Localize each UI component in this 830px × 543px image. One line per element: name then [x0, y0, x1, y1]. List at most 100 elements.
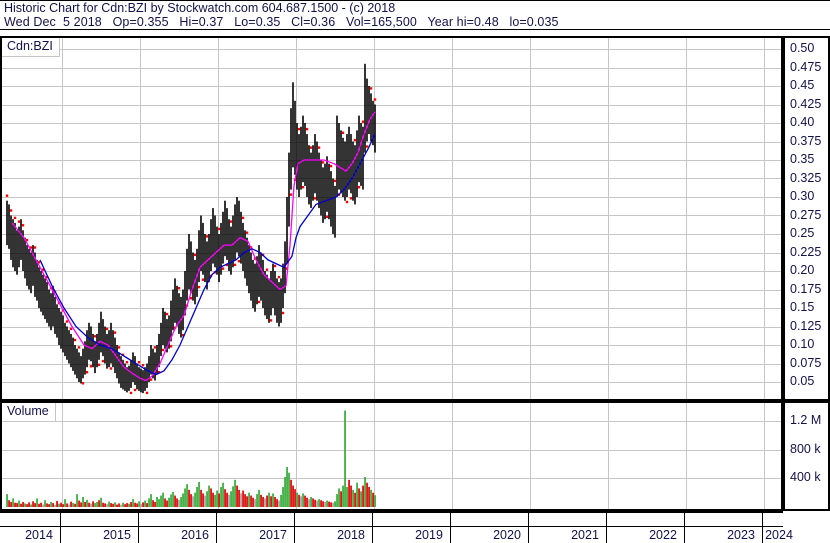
sar-dot: [165, 312, 169, 316]
volume-bar: [116, 504, 118, 507]
sar-dot: [153, 346, 157, 349]
volume-bar: [124, 504, 126, 507]
volume-bar: [304, 495, 306, 507]
sar-dot: [297, 127, 301, 131]
volume-bar: [48, 504, 50, 507]
volume-bar: [82, 497, 84, 507]
volume-bar: [274, 497, 276, 507]
price-axis-tick-label: 0.50: [790, 41, 815, 55]
sar-dot: [329, 164, 333, 168]
ma-slow-line: [39, 133, 376, 376]
x-axis-year-label: 2023: [727, 528, 755, 542]
volume-bar: [102, 502, 104, 507]
volume-bar: [88, 502, 90, 507]
x-axis-tick: [684, 513, 685, 543]
volume-bar: [296, 492, 298, 507]
sar-dot: [225, 263, 229, 267]
sar-dot: [373, 98, 377, 101]
volume-bar: [200, 489, 202, 507]
volume-bar: [256, 494, 258, 507]
x-axis-year-label: 2020: [493, 528, 521, 542]
volume-bar: [210, 488, 212, 507]
volume-bar: [52, 503, 54, 507]
volume-bar: [134, 502, 136, 507]
sar-dot: [9, 209, 13, 212]
x-axis-year-label: 2021: [571, 528, 599, 542]
volume-bar: [272, 493, 274, 507]
volume-bar: [330, 502, 332, 507]
volume-bar: [138, 501, 140, 507]
volume-bar: [276, 499, 278, 507]
volume-bar: [352, 489, 354, 507]
volume-bar: [76, 494, 78, 507]
sar-dot: [197, 285, 201, 289]
sar-dot: [73, 338, 77, 342]
price-axis-tick-label: 0.10: [790, 337, 815, 351]
volume-bar: [326, 500, 328, 507]
volume-bar: [132, 499, 134, 507]
volume-bar: [70, 501, 72, 507]
volume-bar: [158, 499, 160, 507]
candlestick-group: [6, 63, 376, 394]
volume-bar: [204, 495, 206, 507]
volume-bar: [184, 488, 186, 507]
price-gridline-horizontal: [2, 178, 781, 179]
x-axis-tick: [60, 513, 61, 543]
sar-dot: [273, 264, 277, 268]
volume-bar: [140, 504, 142, 507]
sar-dot: [137, 361, 141, 364]
sar-dot: [321, 161, 325, 164]
x-axis-tick: [528, 513, 529, 543]
volume-bar: [234, 479, 236, 507]
chart-frame: Cdn:BZI 0.50 0.475 0.45 0.425 0.40 0.375 0.35 0…: [0, 30, 830, 543]
volume-bar: [290, 479, 292, 507]
volume-bar: [362, 485, 364, 507]
price-gridline-horizontal: [2, 215, 781, 216]
sar-dot: [281, 311, 285, 315]
price-gridline-horizontal: [2, 68, 781, 69]
volume-bar: [68, 504, 70, 507]
price-axis-tick-label: 0.475: [790, 59, 822, 74]
sar-dot: [257, 300, 261, 304]
volume-bar: [372, 492, 374, 507]
volume-bar: [58, 503, 60, 507]
volume-bar: [258, 489, 260, 507]
sar-dot: [37, 261, 41, 264]
sar-dot: [269, 319, 273, 322]
sar-dot: [77, 346, 81, 349]
sar-dot: [361, 120, 365, 123]
sar-dot: [333, 179, 337, 183]
sar-dot: [345, 200, 349, 204]
x-axis-year-label: 2022: [649, 528, 677, 542]
sar-dot: [65, 320, 69, 323]
volume-bar: [264, 498, 266, 507]
x-axis-rule: [0, 526, 783, 527]
x-axis-tick: [762, 513, 763, 543]
price-gridline-horizontal: [2, 290, 781, 291]
volume-axis-labels: 1.2 M 800 k 400 k: [785, 403, 828, 509]
volume-bar: [222, 482, 224, 507]
volume-bar: [238, 489, 240, 507]
price-axis-tick-label: 0.225: [790, 244, 822, 259]
volume-bar: [246, 496, 248, 507]
price-gridline-vertical: [530, 38, 531, 399]
volume-bar: [64, 499, 66, 507]
volume-bar: [240, 493, 242, 507]
x-axis-year-label: 2014: [25, 528, 53, 542]
volume-bar: [74, 503, 76, 507]
volume-bar: [22, 502, 24, 507]
volume-bar: [236, 485, 238, 507]
volume-bar: [250, 495, 252, 507]
price-panel[interactable]: Cdn:BZI: [0, 36, 783, 401]
sar-dot: [5, 194, 9, 197]
sar-dot: [349, 197, 353, 200]
volume-bar: [322, 501, 324, 507]
volume-panel[interactable]: Volume: [0, 401, 783, 511]
volume-bar: [260, 494, 262, 507]
price-gridline-horizontal: [2, 364, 781, 365]
price-gridline-vertical: [218, 38, 219, 399]
volume-bar: [100, 497, 102, 507]
volume-bar: [18, 500, 20, 507]
volume-bar: [332, 502, 334, 507]
